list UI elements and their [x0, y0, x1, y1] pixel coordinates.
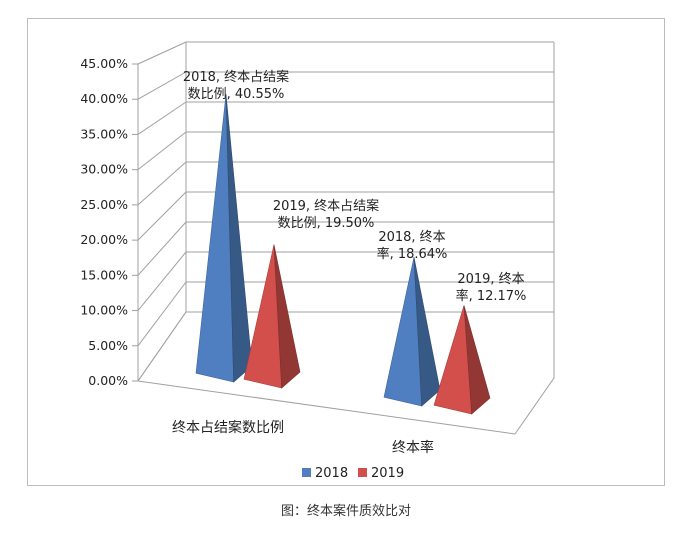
- data-label-line: 2019, 终本: [457, 271, 524, 287]
- legend-label: 2019: [371, 466, 404, 481]
- data-label-line: 2018, 终本: [378, 229, 445, 245]
- x-category-label: 终本率: [392, 439, 434, 456]
- y-tick-label: 30.00%: [80, 162, 128, 177]
- legend-label: 2018: [315, 466, 348, 481]
- data-label-line: 数比例, 19.50%: [278, 216, 375, 231]
- y-tick-label: 35.00%: [80, 126, 128, 141]
- gridline-side: [137, 41, 187, 65]
- legend-swatch-2018: [302, 468, 311, 477]
- gridline-side: [137, 161, 187, 206]
- data-label-line: 数比例, 40.55%: [188, 87, 285, 102]
- gridline-side: [137, 101, 187, 135]
- y-tick-label: 15.00%: [80, 267, 128, 282]
- data-label: 2018, 终本占结案数比例, 40.55%: [183, 69, 289, 102]
- gridline-side: [137, 311, 187, 382]
- y-tick-label: 0.00%: [88, 373, 128, 388]
- gridline-side: [137, 251, 187, 311]
- pyramid-2018-side-face: [225, 94, 253, 383]
- data-label-line: 2018, 终本占结案: [183, 69, 289, 85]
- gridline-side: [137, 281, 187, 347]
- figure-caption: 图：终本案件质效比对: [280, 504, 411, 519]
- data-label: 2019, 终本率, 12.17%: [456, 271, 527, 304]
- data-label: 2018, 终本率, 18.64%: [377, 229, 448, 262]
- legend-swatch-2019: [358, 468, 367, 477]
- pyramid-2019-side-face: [273, 244, 301, 389]
- gridline-side: [137, 71, 187, 100]
- gridline-side: [137, 191, 187, 241]
- gridline-side: [137, 131, 187, 171]
- pyramid-2019-side-face: [463, 305, 491, 415]
- data-label-line: 率, 12.17%: [456, 288, 527, 304]
- plot-area: 0.00% 5.00% 10.00% 15.00% 20.00% 25.00% 30.00%…: [80, 41, 555, 481]
- y-tick-label: 40.00%: [80, 91, 128, 106]
- data-label: 2019, 终本占结案数比例, 19.50%: [273, 198, 379, 231]
- y-tick-label: 45.00%: [80, 56, 128, 71]
- y-tick-label: 10.00%: [80, 303, 128, 318]
- pyramid-2018-side-face: [413, 256, 441, 407]
- y-tick-label: 20.00%: [80, 232, 128, 247]
- data-label-line: 2019, 终本占结案: [273, 198, 379, 214]
- y-tick-label: 25.00%: [80, 197, 128, 212]
- gridline-side: [137, 221, 187, 276]
- y-tick-label: 5.00%: [88, 338, 128, 353]
- data-label-line: 率, 18.64%: [377, 246, 448, 262]
- x-category-label: 终本占结案数比例: [172, 419, 284, 436]
